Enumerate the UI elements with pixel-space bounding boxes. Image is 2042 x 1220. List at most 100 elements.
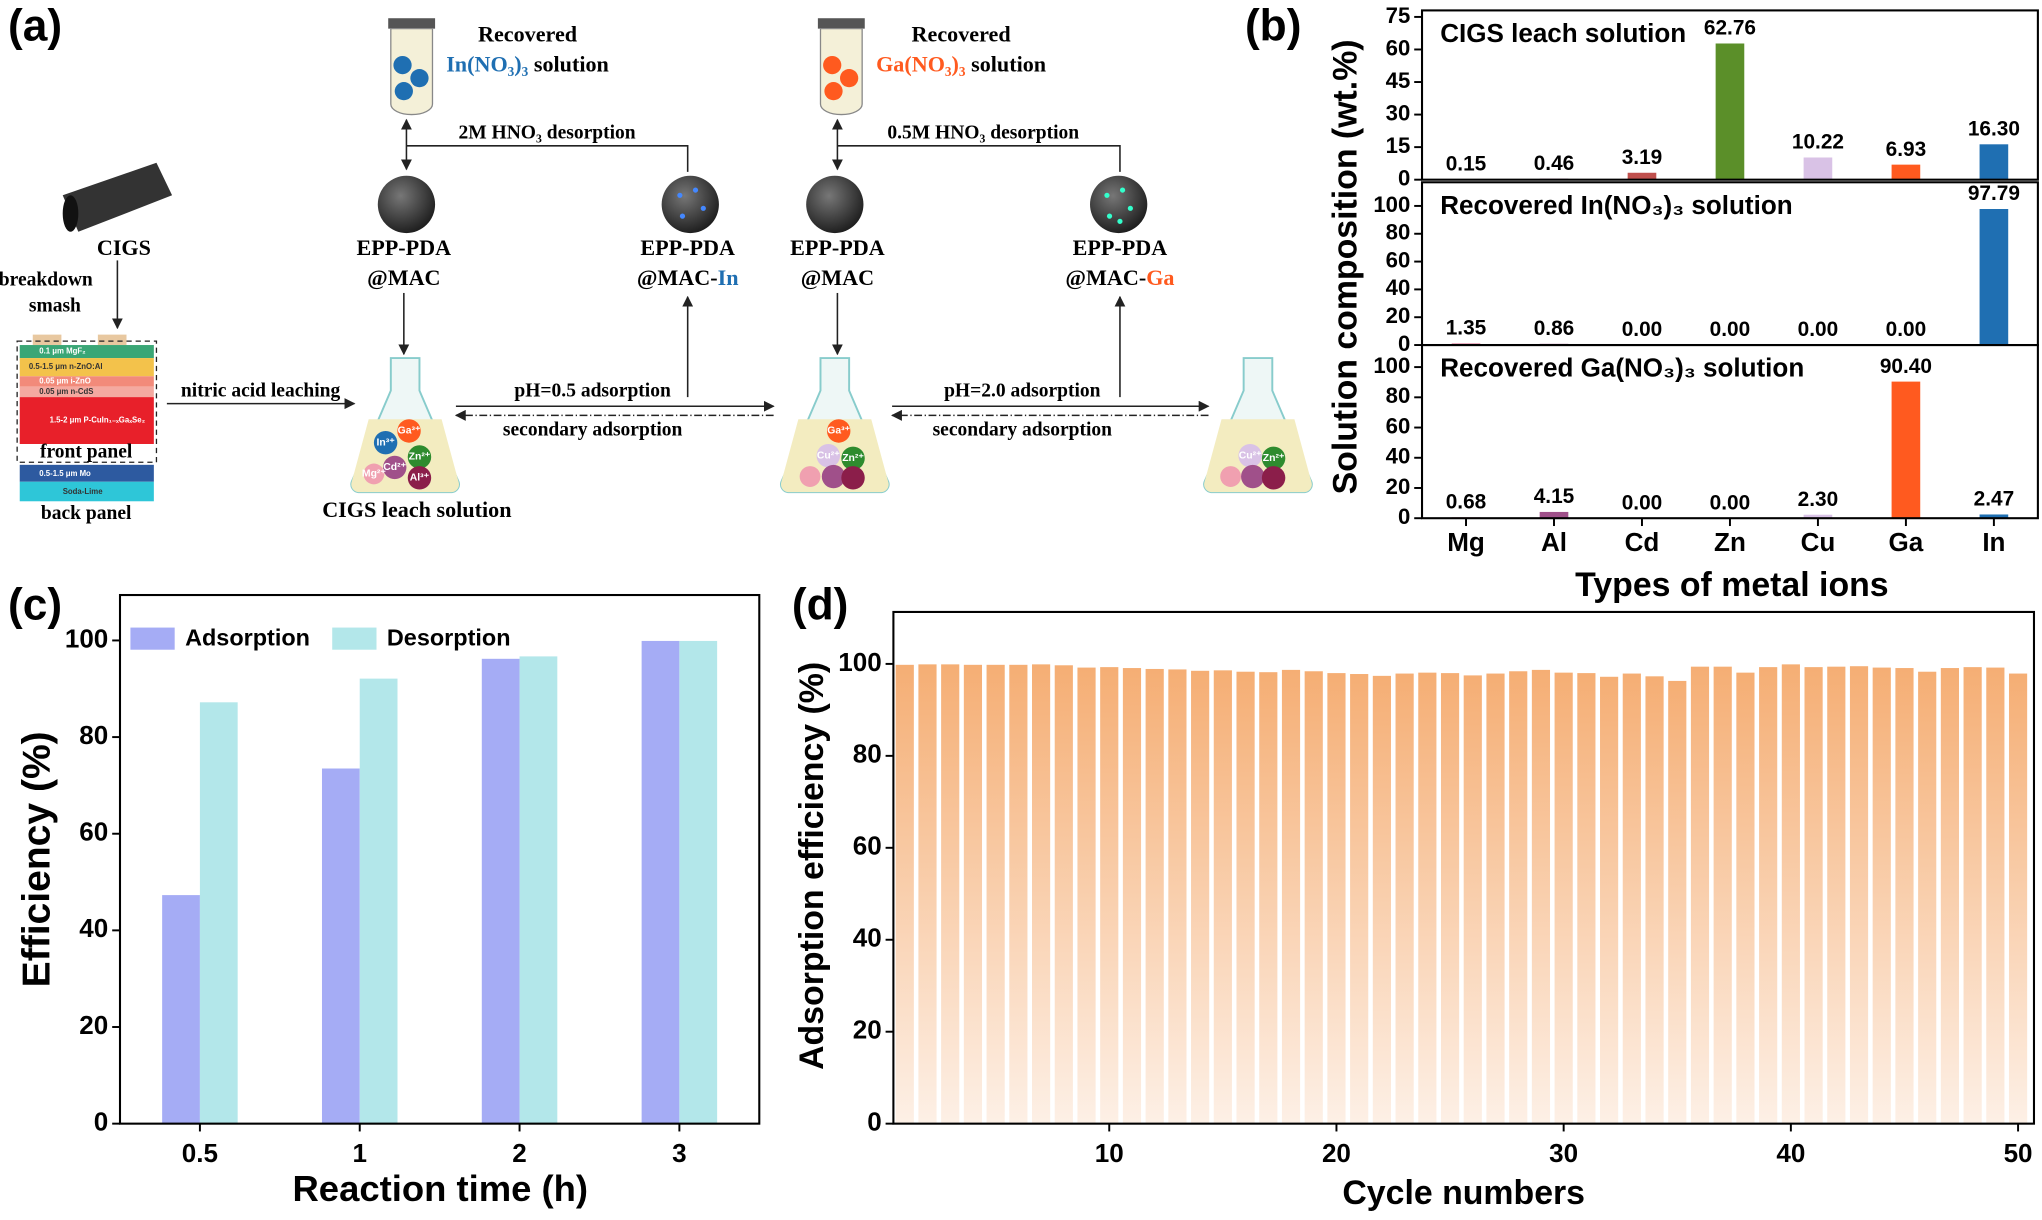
x-tick-label: Mg (1447, 527, 1485, 557)
vial (817, 18, 865, 116)
diagram: CIGS breakdown smash 0.1 μm MgF₂ 0.5-1.5… (0, 18, 1313, 524)
dots (677, 187, 706, 219)
value-label: 0.15 (1446, 153, 1487, 176)
y-tick-label: 40 (79, 913, 108, 943)
label: CIGS (97, 235, 151, 260)
bar (1645, 676, 1664, 1124)
bar (1259, 672, 1278, 1124)
flask (350, 357, 460, 494)
value-label: 97.79 (1968, 182, 2020, 205)
layer (19, 345, 154, 359)
bar (1350, 674, 1369, 1124)
axis-label: Cycle numbers (1342, 1174, 1585, 1212)
x-tick-label: Zn (1714, 527, 1746, 557)
bar (1486, 673, 1505, 1124)
bar (1891, 381, 1921, 519)
layer (19, 376, 154, 387)
layer (19, 386, 154, 398)
value-label: 0.00 (1710, 491, 1751, 514)
label: 2M HNO₃ desorption (458, 123, 635, 144)
axis-frame (118, 593, 761, 1125)
y-tick-label: 100 (65, 623, 108, 653)
label: nitric acid leaching (181, 380, 341, 401)
ion: In³⁺ (377, 437, 395, 448)
legend-swatch (130, 627, 175, 650)
x-tick-label: 3 (672, 1138, 686, 1168)
bar (1803, 514, 1833, 519)
panel-icon (62, 195, 79, 232)
bar (1600, 676, 1619, 1124)
bar (1849, 666, 1869, 1124)
y-tick-label: 60 (1386, 413, 1411, 438)
bar (1979, 514, 2009, 519)
contact (32, 334, 62, 346)
bar (1100, 667, 1119, 1124)
y-tick-label: 100 (1373, 192, 1410, 217)
bar (1872, 667, 1891, 1124)
x-tick-label: Cu (1801, 527, 1836, 557)
bar (1395, 673, 1414, 1124)
label: In(NO₃)₃ solution (446, 51, 609, 76)
axis-label: Reaction time (h) (293, 1168, 589, 1209)
label: @MAC-In (637, 265, 739, 291)
x-tick-label: 40 (1776, 1138, 1805, 1168)
y-tick-label: 75 (1386, 3, 1411, 28)
salt: In(NO₃)₃ (446, 51, 528, 76)
y-tick-label: 0 (94, 1107, 108, 1137)
vial (388, 18, 436, 116)
layer (19, 358, 154, 377)
label: @MAC-Ga (1065, 265, 1174, 291)
y-tick-label: 0 (1398, 166, 1410, 191)
label: pH=0.5 adsorption (514, 380, 671, 401)
bar (1803, 157, 1833, 180)
bar (1281, 669, 1301, 1124)
value-label: 0.00 (1622, 491, 1663, 514)
value-label: 16.30 (1968, 117, 2020, 140)
layer (19, 481, 154, 502)
bar (1715, 43, 1745, 180)
y-tick-label: 60 (1386, 35, 1411, 60)
bar (359, 678, 398, 1124)
value-label: 2.30 (1798, 488, 1839, 511)
bar (1031, 664, 1051, 1124)
bar (918, 664, 937, 1124)
front-outline (16, 340, 158, 463)
bar (641, 640, 680, 1124)
bar (1054, 665, 1073, 1124)
layer-label: 0.5-1.5 μm n-ZnO:Al (29, 362, 103, 371)
subplot-title: CIGS leach solution (1440, 18, 1686, 48)
label: front panel (40, 442, 133, 463)
y-tick-label: 100 (1373, 353, 1410, 378)
label: Recovered (912, 22, 1012, 47)
bar (1668, 680, 1687, 1124)
bar (1979, 209, 2009, 346)
x-tick-label: 50 (2004, 1138, 2033, 1168)
bar (1372, 675, 1391, 1124)
value-label: 0.68 (1446, 490, 1487, 513)
bar (1418, 672, 1437, 1124)
bar (1963, 667, 1982, 1124)
y-tick-label: 0 (1398, 504, 1410, 529)
label: solution (528, 51, 609, 76)
ion: Ga³⁺ (827, 426, 850, 437)
bar (1713, 666, 1732, 1124)
ion: Cu²⁺ (817, 450, 840, 461)
bar (895, 664, 914, 1124)
flask (780, 357, 890, 494)
ion: Zn²⁺ (1263, 453, 1285, 464)
y-tick-label: 20 (853, 1015, 882, 1045)
bar (1531, 669, 1551, 1124)
layer (19, 464, 154, 482)
bar (1781, 664, 1800, 1124)
value-label: 4.15 (1534, 485, 1575, 508)
bar (519, 656, 558, 1124)
label: EPP-PDA (357, 235, 452, 260)
value-label: 1.35 (1446, 316, 1487, 339)
label: @MAC (801, 265, 874, 291)
layer-label: Soda-Lime (63, 487, 104, 496)
y-tick-label: 60 (1386, 247, 1411, 272)
bar (1236, 671, 1255, 1124)
sorbent (661, 175, 719, 234)
value-label: 6.93 (1886, 138, 1927, 161)
bar (162, 895, 200, 1124)
